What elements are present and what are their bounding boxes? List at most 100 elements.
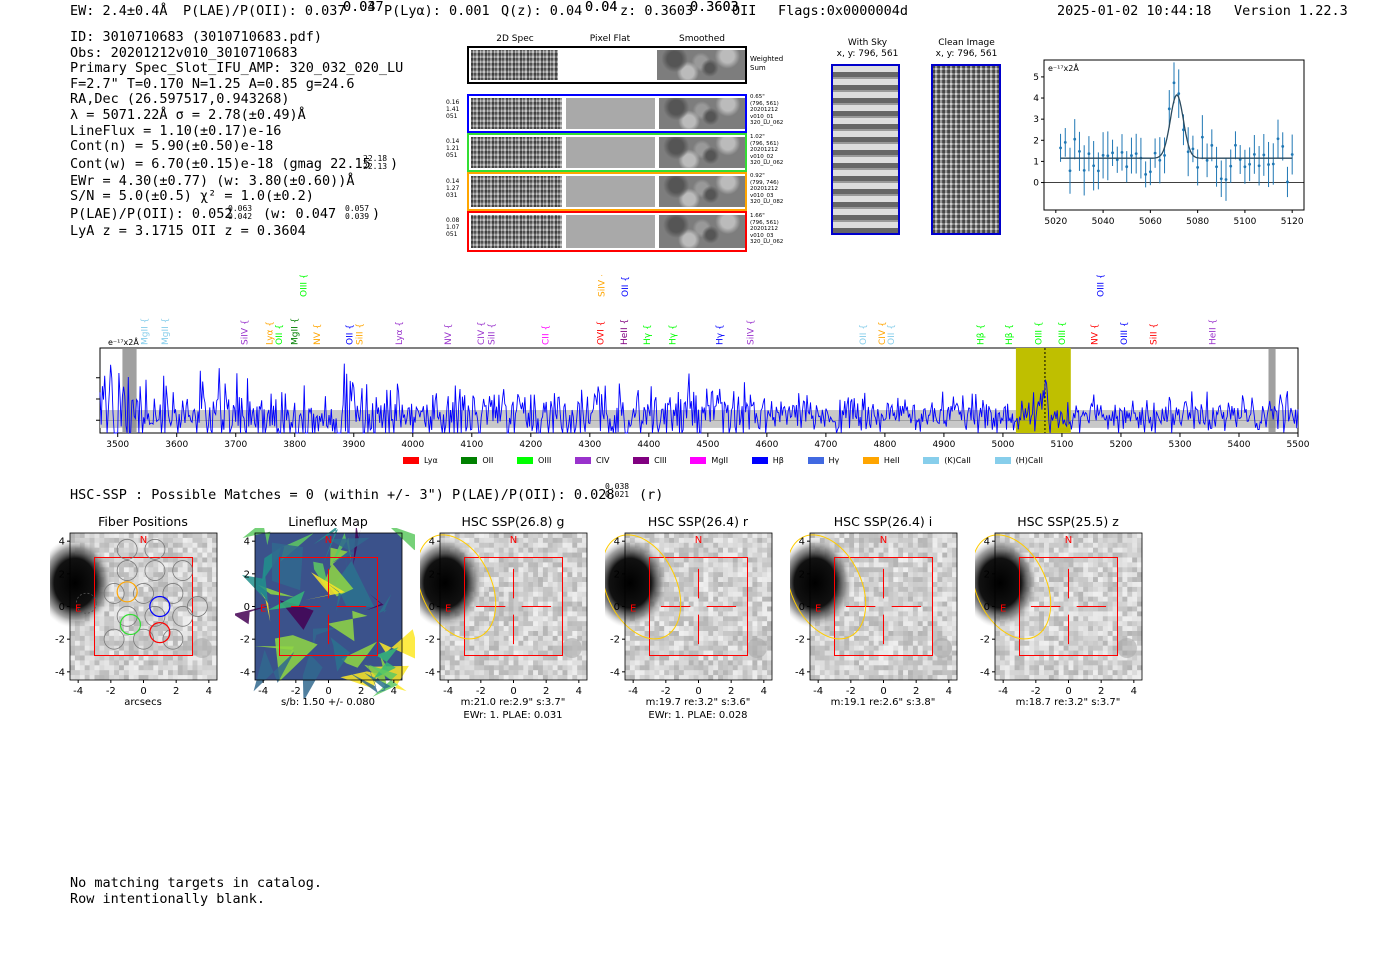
fiber-circle: [144, 538, 166, 560]
zoom-data-point: [1092, 164, 1096, 168]
weighted-sum-smoothed: [657, 50, 745, 80]
clean-image: [931, 64, 1001, 235]
north-label: N: [880, 535, 887, 546]
north-label: N: [140, 535, 147, 546]
hsc-panel-subtitle: arcsecs: [124, 697, 162, 708]
zoom-data-point: [1063, 140, 1067, 144]
info-radec: RA,Dec (26.597517,0.943268): [70, 91, 290, 108]
x-tick-label: 5100: [1050, 440, 1073, 450]
hsc-y-tick-label: 2: [429, 569, 435, 580]
hsc-x-tick-label: 0: [325, 686, 331, 697]
clean-image-title: Clean Image x, y: 796, 561: [935, 38, 998, 59]
hsc-x-tick-label: -4: [628, 686, 638, 697]
hsc-cutout-image: N E -4 -4 -2 -2 0 0 2 2 4 4: [975, 532, 1143, 697]
x-tick-label: 4000: [401, 440, 424, 450]
hsc-y-tick-label: -4: [795, 667, 805, 678]
search-box: [1019, 557, 1118, 656]
zoom-data-point: [1205, 158, 1209, 162]
x-tick-label: 4100: [460, 440, 483, 450]
zoom-data-point: [1215, 165, 1218, 169]
emission-line-label: CIV {: [878, 321, 888, 345]
hsc-panel-title: Lineflux Map: [288, 514, 368, 529]
hsc-cutout-image: N E -4 -4 -2 -2 0 0 2 2 4 4: [790, 532, 958, 697]
zoom-data-point: [1210, 143, 1214, 147]
info-zline: LyA z = 3.1715 OII z = 0.3604: [70, 222, 306, 239]
header-z: z: 0.3603 0.3603 0.3603 OII: [620, 0, 757, 19]
zoom-data-point: [1243, 165, 1247, 169]
info-primary: Primary Spec_Slot_IFU_AMP: 320_032_020_L…: [70, 60, 404, 77]
emission-line-label: SiII {: [356, 323, 366, 345]
zoom-data-point: [1172, 81, 1176, 85]
x-tick-label: 4300: [578, 440, 601, 450]
emission-line-label: OII {: [621, 276, 631, 297]
row3-right-labels: 0.92" (799, 746) 20201212 v010_03 320_LU_082: [750, 173, 784, 206]
hsc-y-tick-label: -2: [610, 635, 620, 646]
masked-region-red-edge: [1268, 348, 1276, 433]
zoom-spectrum-chart: 5020 5040 5060 5080 5100 5120 0 1 2 3 4 5 e⁻¹⁷x2Å: [1033, 59, 1305, 227]
zoom-data-point: [1068, 169, 1072, 173]
hsc-x-tick-label: 2: [728, 686, 734, 697]
legend-h-caii: (H)CaII: [994, 456, 1043, 465]
zoom-model-fit: [1060, 94, 1293, 159]
hsc-y-tick-label: 4: [984, 537, 990, 548]
header-qz: Q(z): 0.04 0.04 0.04: [501, 0, 618, 19]
north-label: N: [325, 535, 332, 546]
zoom-data-point: [1286, 180, 1289, 184]
hsc-y-tick-label: 2: [984, 569, 990, 580]
emission-line-label: OIII {: [1034, 321, 1044, 345]
hsc-y-tick-label: 0: [59, 602, 65, 613]
zoom-data-point: [1219, 177, 1223, 181]
x-tick-label: 4500: [696, 440, 719, 450]
x-tick-label: 3700: [224, 440, 247, 450]
hsc-cutout-image: N E -4 -4 -2 -2 0 0 2 2 4 4: [50, 532, 218, 697]
spec-unit-label: e⁻¹⁷x2Å: [108, 336, 139, 347]
hsc-y-tick-label: 4: [244, 537, 250, 548]
cutout-row-4: [467, 211, 747, 252]
zoom-data-point: [1234, 143, 1237, 147]
zoom-data-point: [1224, 178, 1228, 181]
east-label: E: [445, 603, 451, 614]
hsc-y-tick-label: 2: [614, 569, 620, 580]
zoom-data-point: [1073, 137, 1077, 141]
emission-line-label: OII {: [275, 324, 285, 345]
hsc-panel-title: HSC SSP(26.8) g: [461, 514, 565, 529]
hsc-y-tick-label: 0: [799, 602, 805, 613]
hsc-x-tick-label: 0: [695, 686, 701, 697]
header-plae: P(LAE)/P(OII): 0.037 0.047 0.03: [183, 0, 384, 19]
info-sn: S/N = 5.0(±0.5) χ² = 1.0(±0.2): [70, 188, 314, 205]
info-lineflux: LineFlux = 1.10(±0.17)e-16: [70, 122, 282, 139]
hsc-cutout-image: N E -4 -4 -2 -2 0 0 2 2 4 4: [605, 532, 773, 697]
footer-note: No matching targets in catalog. Row inte…: [70, 875, 322, 907]
fiber-circle-orange: [116, 581, 138, 603]
hsc-y-tick-label: 0: [984, 602, 990, 613]
footer-line-1: No matching targets in catalog.: [70, 875, 322, 891]
legend-hb: Hβ: [751, 456, 784, 465]
hsc-x-tick-label: -2: [106, 686, 116, 697]
emission-line-label: MgII {: [291, 318, 301, 345]
legend-heii: HeII: [862, 456, 900, 465]
search-box: [279, 557, 378, 656]
header-flags: Flags:0x0000004d: [778, 3, 909, 19]
hsc-x-tick-label: 2: [913, 686, 919, 697]
hsc-y-tick-label: 2: [799, 569, 805, 580]
x-tick-label: 5400: [1228, 440, 1251, 450]
zoom-x-tick-label: 5060: [1139, 217, 1162, 227]
hsc-x-tick-label: -2: [476, 686, 486, 697]
emission-line-label: Hγ {: [668, 324, 678, 345]
hsc-panel-subtitle-2: EWr: 1. PLAE: 0.028: [648, 710, 748, 721]
hsc-y-tick-label: -2: [795, 635, 805, 646]
zoom-data-point: [1130, 154, 1133, 157]
hsc-y-tick-label: 0: [614, 602, 620, 613]
legend-k-caii: (K)CaII: [923, 456, 971, 465]
legend-oii: OII: [461, 456, 493, 465]
hsc-y-tick-label: -4: [980, 667, 990, 678]
emission-line-label: OIII {: [1058, 321, 1068, 345]
info-cont-w: Cont(w) = 6.70(±0.15)e-18 (gmag 22.15 22.…: [70, 153, 399, 172]
emission-line-label: OIII {: [1096, 275, 1106, 297]
weighted-sum-2d: [471, 50, 558, 80]
emission-line-label: OIII {: [300, 275, 310, 297]
header-version: Version 1.22.3: [1234, 3, 1348, 19]
zoom-data-point: [1276, 137, 1280, 141]
search-box: [649, 557, 748, 656]
hsc-x-tick-label: 4: [576, 686, 582, 697]
